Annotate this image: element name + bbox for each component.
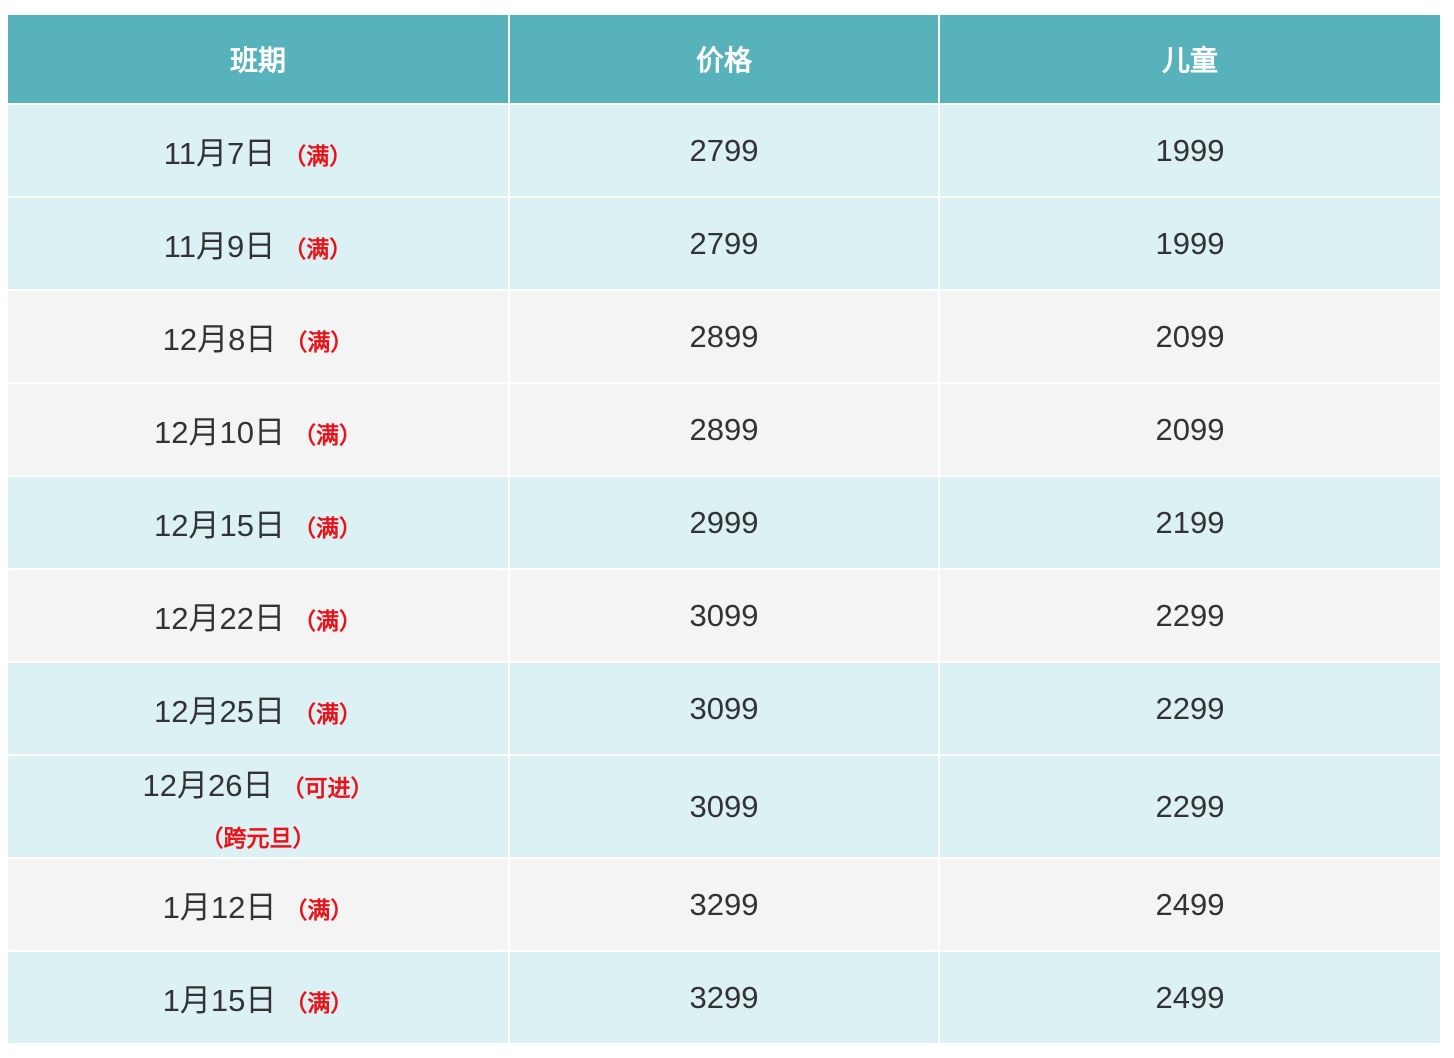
price-cell: 3299 <box>508 857 940 952</box>
date-text: 12月26日 <box>142 768 274 803</box>
table-row: 12月10日 （满） 2899 2099 <box>8 382 1440 477</box>
header-child: 儿童 <box>938 15 1440 105</box>
date-cell: 12月10日 （满） <box>8 382 510 477</box>
date-text: 11月7日 <box>163 136 276 171</box>
status-note: （满） <box>292 515 362 541</box>
header-price: 价格 <box>508 15 940 105</box>
date-cell: 12月8日 （满） <box>8 289 510 384</box>
price-cell: 2799 <box>508 196 940 291</box>
header-date: 班期 <box>8 15 510 105</box>
status-note: （满） <box>283 143 353 169</box>
table-row: 12月26日 （可进） （跨元旦） 3099 2299 <box>8 754 1440 859</box>
date-cell: 12月15日 （满） <box>8 475 510 570</box>
child-price-cell: 1999 <box>938 103 1440 198</box>
table-row: 12月25日 （满） 3099 2299 <box>8 661 1440 756</box>
child-price-cell: 2299 <box>938 568 1440 663</box>
price-cell: 2999 <box>508 475 940 570</box>
status-note: （满） <box>284 329 354 355</box>
table-row: 1月12日 （满） 3299 2499 <box>8 857 1440 952</box>
date-text: 12月10日 <box>154 415 285 450</box>
schedule-price-table: 班期 价格 儿童 11月7日 （满） 2799 1999 11月9日 （满） 2799 199… <box>8 15 1440 1045</box>
date-text: 1月12日 <box>162 890 277 925</box>
date-cell: 12月22日 （满） <box>8 568 510 663</box>
price-cell: 3099 <box>508 568 940 663</box>
table-row: 12月8日 （满） 2899 2099 <box>8 289 1440 384</box>
child-price-cell: 2299 <box>938 754 1440 859</box>
date-cell: 11月9日 （满） <box>8 196 510 291</box>
price-cell: 3099 <box>508 754 940 859</box>
table-row: 11月7日 （满） 2799 1999 <box>8 103 1440 198</box>
status-note: （满） <box>292 608 362 634</box>
date-text: 12月15日 <box>154 508 285 543</box>
status-note: （满） <box>283 236 353 262</box>
date-cell: 12月25日 （满） <box>8 661 510 756</box>
child-price-cell: 2299 <box>938 661 1440 756</box>
date-text: 12月22日 <box>154 601 285 636</box>
table-row: 11月9日 （满） 2799 1999 <box>8 196 1440 291</box>
status-note-2: （跨元旦） <box>200 825 316 851</box>
table-row: 12月15日 （满） 2999 2199 <box>8 475 1440 570</box>
table-row: 1月15日 （满） 3299 2499 <box>8 950 1440 1045</box>
child-price-cell: 2499 <box>938 950 1440 1045</box>
header-row: 班期 价格 儿童 <box>8 15 1440 105</box>
date-cell: 1月12日 （满） <box>8 857 510 952</box>
price-cell: 2799 <box>508 103 940 198</box>
date-text: 1月15日 <box>162 983 277 1018</box>
child-price-cell: 1999 <box>938 196 1440 291</box>
date-text: 12月25日 <box>154 694 285 729</box>
price-cell: 2899 <box>508 289 940 384</box>
status-note: （满） <box>284 990 354 1016</box>
price-cell: 3299 <box>508 950 940 1045</box>
child-price-cell: 2499 <box>938 857 1440 952</box>
price-cell: 2899 <box>508 382 940 477</box>
date-cell: 11月7日 （满） <box>8 103 510 198</box>
date-text: 11月9日 <box>163 229 276 264</box>
child-price-cell: 2199 <box>938 475 1440 570</box>
price-cell: 3099 <box>508 661 940 756</box>
status-note: （满） <box>292 701 362 727</box>
child-price-cell: 2099 <box>938 382 1440 477</box>
date-cell: 1月15日 （满） <box>8 950 510 1045</box>
date-text: 12月8日 <box>162 322 277 357</box>
table-row: 12月22日 （满） 3099 2299 <box>8 568 1440 663</box>
status-note: （满） <box>284 897 354 923</box>
status-note: （可进） <box>281 775 374 801</box>
child-price-cell: 2099 <box>938 289 1440 384</box>
status-note: （满） <box>292 422 362 448</box>
date-cell: 12月26日 （可进） （跨元旦） <box>8 754 510 859</box>
